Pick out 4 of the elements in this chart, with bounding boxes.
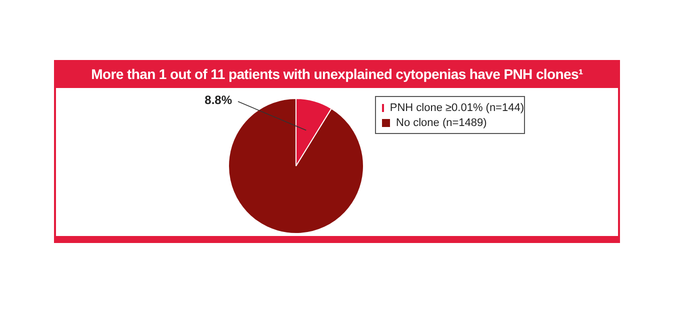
legend-label: No clone (n=1489) xyxy=(396,116,487,128)
data-label: 8.8% xyxy=(204,92,232,107)
legend-label: PNH clone ≥0.01% (n=144) xyxy=(390,102,524,114)
chart-title: More than 1 out of 11 patients with unexplained cytopenias have PNH clones¹ xyxy=(54,60,620,88)
